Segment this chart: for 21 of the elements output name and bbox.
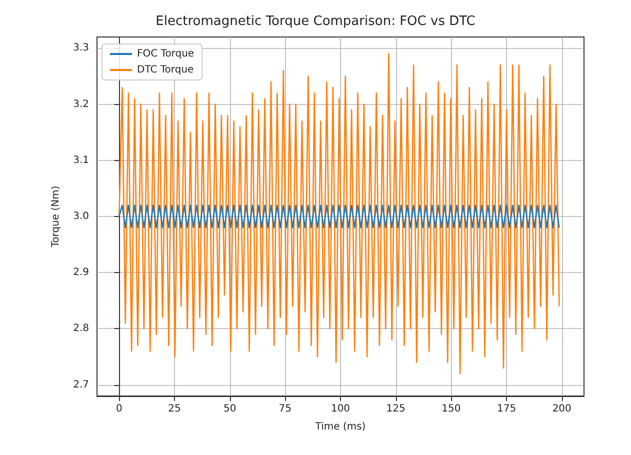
y-tick-label: 2.7 bbox=[73, 379, 89, 390]
x-tick-label: 100 bbox=[330, 404, 350, 414]
x-tick-label: 75 bbox=[278, 404, 292, 414]
legend-label: FOC Torque bbox=[137, 48, 194, 60]
x-tick-label: 150 bbox=[442, 404, 461, 414]
x-tick-label: 50 bbox=[223, 404, 236, 414]
x-tick-label: 175 bbox=[496, 404, 516, 414]
x-tick-label: 0 bbox=[116, 404, 122, 414]
y-axis-title: Torque (Nm) bbox=[50, 186, 62, 248]
x-tick-label: 125 bbox=[386, 404, 406, 414]
y-tick-label: 3.3 bbox=[73, 42, 89, 54]
chart-title: Electromagnetic Torque Comparison: FOC vs DTC bbox=[156, 14, 476, 29]
x-axis-title: Time (ms) bbox=[314, 422, 366, 432]
y-tick-label: 3.2 bbox=[73, 98, 89, 110]
y-tick-label: 3.1 bbox=[73, 154, 89, 166]
x-tick-label: 200 bbox=[552, 404, 572, 414]
y-tick-label: 3.0 bbox=[73, 211, 89, 222]
y-tick-label: 2.8 bbox=[73, 323, 89, 334]
x-tick-label: 25 bbox=[168, 404, 181, 414]
legend-label: DTC Torque bbox=[137, 64, 194, 76]
y-tick-label: 2.9 bbox=[73, 267, 89, 278]
